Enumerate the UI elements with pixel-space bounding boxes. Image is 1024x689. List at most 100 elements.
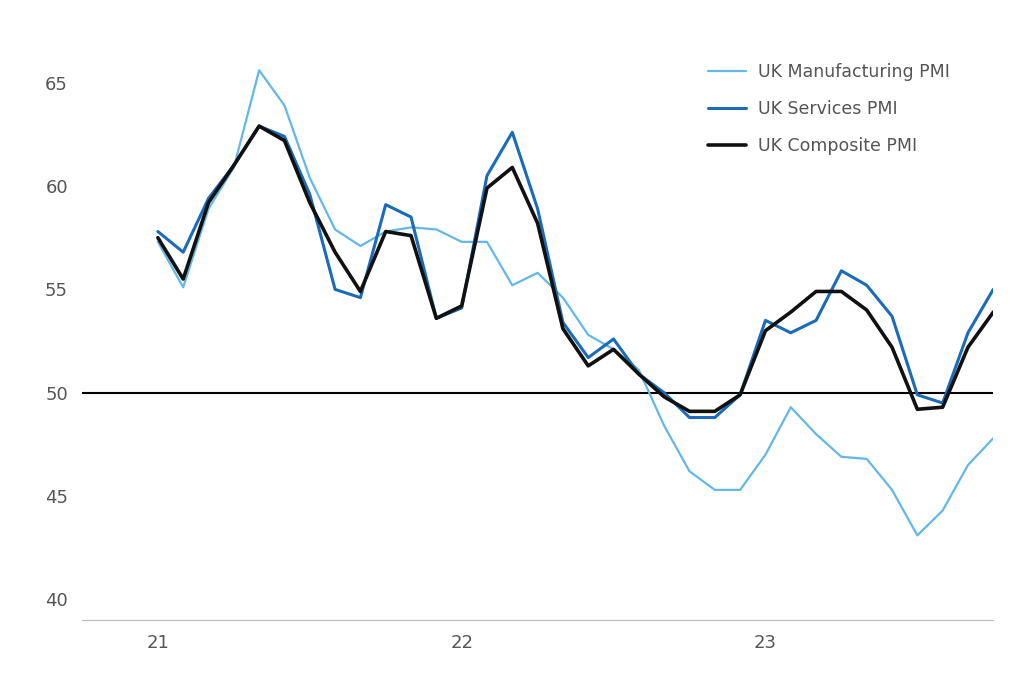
Legend: UK Manufacturing PMI, UK Services PMI, UK Composite PMI: UK Manufacturing PMI, UK Services PMI, U…	[701, 56, 957, 162]
UK Services PMI	[304, 190, 316, 198]
UK Manufacturing PMI	[253, 66, 265, 74]
UK Services PMI	[430, 314, 442, 322]
UK Services PMI	[177, 248, 189, 256]
UK Composite PMI	[329, 248, 341, 256]
UK Composite PMI	[836, 287, 848, 296]
UK Composite PMI	[430, 314, 442, 322]
UK Composite PMI	[227, 161, 240, 169]
UK Manufacturing PMI	[1013, 422, 1024, 430]
UK Services PMI	[506, 128, 518, 136]
Line: UK Services PMI: UK Services PMI	[158, 126, 1024, 418]
UK Manufacturing PMI	[481, 238, 494, 246]
UK Manufacturing PMI	[860, 455, 872, 463]
UK Services PMI	[784, 329, 797, 337]
UK Services PMI	[886, 312, 898, 320]
UK Manufacturing PMI	[987, 434, 999, 442]
UK Composite PMI	[607, 345, 620, 353]
UK Manufacturing PMI	[582, 331, 594, 339]
UK Composite PMI	[557, 325, 569, 333]
UK Composite PMI	[1013, 308, 1024, 316]
UK Composite PMI	[481, 184, 494, 192]
UK Services PMI	[380, 200, 392, 209]
UK Manufacturing PMI	[380, 227, 392, 236]
UK Services PMI	[709, 413, 721, 422]
UK Manufacturing PMI	[937, 506, 949, 515]
UK Services PMI	[759, 316, 771, 325]
UK Composite PMI	[860, 306, 872, 314]
UK Manufacturing PMI	[203, 205, 215, 213]
UK Manufacturing PMI	[709, 486, 721, 494]
UK Services PMI	[152, 227, 164, 236]
UK Composite PMI	[683, 407, 695, 415]
UK Services PMI	[531, 205, 544, 213]
UK Composite PMI	[734, 391, 746, 399]
UK Manufacturing PMI	[658, 422, 671, 430]
UK Manufacturing PMI	[152, 238, 164, 246]
UK Manufacturing PMI	[836, 453, 848, 461]
UK Services PMI	[658, 389, 671, 397]
UK Manufacturing PMI	[456, 238, 468, 246]
Line: UK Manufacturing PMI: UK Manufacturing PMI	[158, 70, 1024, 535]
UK Composite PMI	[177, 275, 189, 283]
UK Services PMI	[633, 370, 645, 378]
UK Manufacturing PMI	[177, 283, 189, 291]
UK Composite PMI	[253, 122, 265, 130]
UK Manufacturing PMI	[227, 163, 240, 172]
UK Manufacturing PMI	[329, 225, 341, 234]
UK Composite PMI	[962, 343, 974, 351]
UK Services PMI	[227, 161, 240, 169]
UK Composite PMI	[784, 308, 797, 316]
UK Manufacturing PMI	[404, 223, 417, 232]
UK Composite PMI	[937, 403, 949, 411]
UK Manufacturing PMI	[886, 486, 898, 494]
UK Composite PMI	[531, 219, 544, 227]
UK Services PMI	[203, 194, 215, 203]
UK Services PMI	[582, 353, 594, 362]
UK Services PMI	[557, 318, 569, 327]
UK Manufacturing PMI	[279, 101, 291, 110]
UK Services PMI	[836, 267, 848, 275]
UK Manufacturing PMI	[810, 430, 822, 438]
UK Services PMI	[810, 316, 822, 325]
UK Composite PMI	[506, 163, 518, 172]
UK Services PMI	[329, 285, 341, 294]
UK Services PMI	[253, 122, 265, 130]
Line: UK Composite PMI: UK Composite PMI	[158, 126, 1024, 411]
UK Composite PMI	[987, 308, 999, 316]
UK Services PMI	[607, 335, 620, 343]
UK Services PMI	[683, 413, 695, 422]
UK Manufacturing PMI	[734, 486, 746, 494]
UK Composite PMI	[658, 393, 671, 401]
UK Composite PMI	[380, 227, 392, 236]
UK Manufacturing PMI	[304, 174, 316, 182]
UK Manufacturing PMI	[557, 294, 569, 302]
UK Composite PMI	[404, 232, 417, 240]
UK Composite PMI	[886, 343, 898, 351]
UK Composite PMI	[633, 370, 645, 378]
UK Composite PMI	[354, 287, 367, 296]
UK Services PMI	[456, 304, 468, 312]
UK Composite PMI	[759, 327, 771, 335]
UK Manufacturing PMI	[784, 403, 797, 411]
UK Composite PMI	[709, 407, 721, 415]
UK Services PMI	[937, 399, 949, 407]
UK Manufacturing PMI	[683, 467, 695, 475]
UK Composite PMI	[582, 362, 594, 370]
UK Manufacturing PMI	[531, 269, 544, 277]
UK Composite PMI	[279, 136, 291, 145]
UK Manufacturing PMI	[962, 461, 974, 469]
UK Services PMI	[860, 281, 872, 289]
UK Services PMI	[1013, 281, 1024, 289]
UK Manufacturing PMI	[607, 345, 620, 353]
UK Services PMI	[911, 391, 924, 399]
UK Services PMI	[987, 285, 999, 294]
UK Services PMI	[279, 132, 291, 141]
UK Services PMI	[962, 329, 974, 337]
UK Manufacturing PMI	[430, 225, 442, 234]
UK Manufacturing PMI	[633, 366, 645, 374]
UK Services PMI	[404, 213, 417, 221]
UK Composite PMI	[152, 234, 164, 242]
UK Services PMI	[734, 391, 746, 399]
UK Services PMI	[481, 172, 494, 180]
UK Composite PMI	[810, 287, 822, 296]
